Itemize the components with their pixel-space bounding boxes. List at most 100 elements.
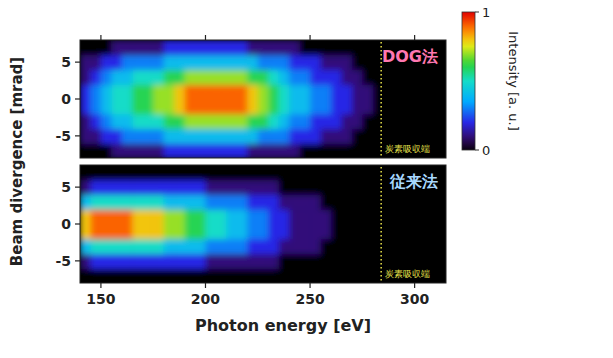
cell <box>132 99 143 114</box>
cell <box>205 55 216 70</box>
cell <box>300 224 311 239</box>
cell <box>362 224 373 239</box>
cell <box>216 239 227 254</box>
cell <box>122 84 133 99</box>
cell <box>247 268 258 283</box>
cell <box>122 180 133 195</box>
cell <box>247 55 258 70</box>
cell <box>352 209 363 224</box>
cell <box>341 180 352 195</box>
cell <box>258 129 269 144</box>
cell <box>383 114 394 129</box>
cell <box>300 55 311 70</box>
cell <box>300 40 311 55</box>
cell <box>205 209 216 224</box>
cell <box>90 99 101 114</box>
cell <box>300 165 311 180</box>
cell <box>279 195 290 210</box>
cell <box>143 180 154 195</box>
cell <box>436 224 446 239</box>
colorbar-tick <box>475 12 479 13</box>
cell <box>341 254 352 269</box>
cell <box>373 99 384 114</box>
cell <box>185 209 196 224</box>
cell <box>101 195 112 210</box>
cell <box>80 268 91 283</box>
cell <box>153 114 164 129</box>
cell <box>258 254 269 269</box>
cell <box>226 180 237 195</box>
cell <box>143 40 154 55</box>
cell <box>373 195 384 210</box>
cell <box>404 239 415 254</box>
cell <box>268 254 279 269</box>
cell <box>164 143 175 158</box>
cell <box>164 70 175 85</box>
cell <box>352 99 363 114</box>
cell <box>90 209 101 224</box>
cell <box>80 129 91 144</box>
cell <box>205 195 216 210</box>
cell <box>425 195 436 210</box>
cell <box>111 84 122 99</box>
cell <box>185 70 196 85</box>
y-axis-title: Beam divergence [mrad] <box>8 57 26 266</box>
cell <box>226 209 237 224</box>
cell <box>226 224 237 239</box>
cell <box>373 165 384 180</box>
colorbar-tick <box>475 150 479 151</box>
cell <box>310 268 321 283</box>
cell <box>205 254 216 269</box>
cell <box>268 268 279 283</box>
cell <box>289 129 300 144</box>
cell <box>436 70 446 85</box>
cell <box>300 129 311 144</box>
cell <box>185 99 196 114</box>
cell <box>164 99 175 114</box>
frame <box>80 40 446 158</box>
cell <box>279 40 290 55</box>
cell <box>247 143 258 158</box>
cell <box>415 239 426 254</box>
cell <box>111 180 122 195</box>
cell <box>122 40 133 55</box>
cell <box>258 70 269 85</box>
cell <box>153 195 164 210</box>
panel: 炭素吸収端DOG法-505 <box>55 35 446 159</box>
cell <box>205 129 216 144</box>
cell <box>216 254 227 269</box>
cell <box>80 70 91 85</box>
cell <box>80 224 91 239</box>
cell <box>415 114 426 129</box>
cell <box>289 70 300 85</box>
cell <box>132 268 143 283</box>
cell <box>268 165 279 180</box>
cell <box>174 268 185 283</box>
cell <box>394 254 405 269</box>
cell <box>331 239 342 254</box>
cell <box>205 224 216 239</box>
colorbar-tick-label: 0 <box>482 143 490 158</box>
cell <box>321 165 332 180</box>
cell <box>132 224 143 239</box>
cell <box>321 55 332 70</box>
cell <box>404 254 415 269</box>
cell <box>132 254 143 269</box>
cell <box>195 165 206 180</box>
cell <box>415 209 426 224</box>
cell <box>111 195 122 210</box>
cell <box>383 209 394 224</box>
cell <box>164 114 175 129</box>
cell <box>352 180 363 195</box>
annotations: 炭素吸収端 <box>385 144 430 154</box>
cell <box>226 99 237 114</box>
x-tick-label: 150 <box>86 291 115 307</box>
cell <box>174 143 185 158</box>
cell <box>310 55 321 70</box>
cell <box>101 224 112 239</box>
annotation-label: 炭素吸収端 <box>385 269 430 279</box>
cell <box>164 209 175 224</box>
cell <box>300 268 311 283</box>
cell <box>373 180 384 195</box>
annotation-label: 炭素吸収端 <box>385 144 430 154</box>
